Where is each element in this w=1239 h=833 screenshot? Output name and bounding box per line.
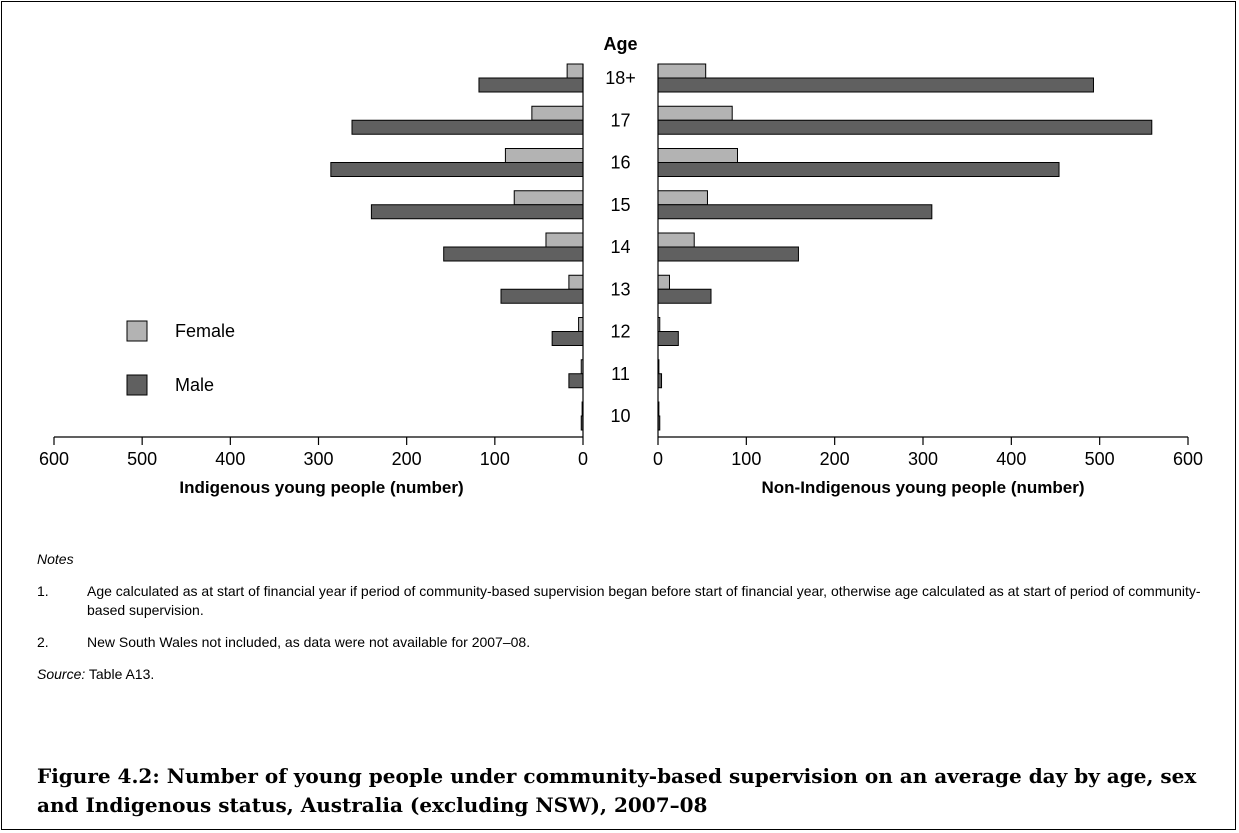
notes-section: Notes 1. Age calculated as at start of f…	[37, 550, 1217, 684]
population-pyramid-chart: 18+ 17 16 15 14 13 12 11 10 600 500 400 300 200 100 0 0 1…	[39, 34, 1203, 497]
right-axis-title: Non-Indigenous young people (number)	[762, 478, 1085, 497]
note-number: 2.	[37, 634, 49, 650]
left-tick-label: 0	[578, 449, 588, 469]
left-tick-label: 400	[215, 449, 245, 469]
notes-heading: Notes	[37, 551, 74, 567]
source-line: Source: Table A13.	[37, 665, 1217, 684]
left-tick-label: 200	[392, 449, 422, 469]
bar-indigenous-male	[568, 373, 584, 389]
left-tick-label: 100	[480, 449, 510, 469]
note-number: 1.	[37, 583, 49, 599]
right-tick-label: 100	[731, 449, 761, 469]
age-label: 13	[610, 279, 630, 299]
right-tick-label: 200	[820, 449, 850, 469]
legend-label-male: Male	[175, 375, 214, 395]
bar-nonindigenous-female	[657, 148, 738, 163]
age-label: 15	[610, 195, 630, 215]
age-label: 17	[610, 110, 630, 130]
bar-indigenous-female	[513, 190, 584, 206]
age-label: 12	[610, 322, 630, 342]
bar-indigenous-male	[351, 119, 584, 135]
bar-nonindigenous-female	[657, 63, 707, 79]
bar-indigenous-male	[370, 204, 584, 220]
bar-indigenous-female	[568, 274, 584, 290]
right-tick-label: 0	[653, 449, 663, 469]
bar-indigenous-male	[551, 331, 584, 346]
legend-swatch-male	[126, 374, 148, 396]
left-axis-title: Indigenous young people (number)	[179, 478, 463, 497]
age-label: 16	[610, 153, 630, 173]
right-tick-label: 600	[1173, 449, 1203, 469]
right-tick-label: 300	[908, 449, 938, 469]
bar-indigenous-female	[578, 317, 584, 332]
figure-caption: Figure 4.2: Number of young people under…	[37, 764, 1197, 817]
note-text: New South Wales not included, as data we…	[87, 634, 531, 650]
bar-nonindigenous-male	[657, 77, 1094, 93]
bar-nonindigenous-male	[657, 288, 712, 304]
bar-nonindigenous-female	[657, 274, 670, 290]
left-tick-label: 500	[127, 449, 157, 469]
bar-indigenous-male	[478, 77, 584, 93]
source-text: Table A13.	[85, 666, 155, 682]
bar-indigenous-female	[531, 105, 584, 121]
bar-nonindigenous-female	[657, 190, 708, 206]
note-item: 2. New South Wales not included, as data…	[37, 633, 1217, 652]
bar-indigenous-female	[566, 63, 584, 79]
note-item: 1. Age calculated as at start of financi…	[37, 582, 1217, 620]
legend-label-female: Female	[175, 321, 235, 341]
bar-nonindigenous-male	[657, 162, 1060, 177]
bar-indigenous-male	[443, 246, 584, 262]
left-tick-label: 300	[303, 449, 333, 469]
left-tick-label: 600	[39, 449, 69, 469]
bar-indigenous-male	[330, 162, 584, 177]
bar-nonindigenous-male	[657, 246, 799, 262]
age-label: 10	[610, 406, 630, 426]
bar-nonindigenous-male	[657, 204, 933, 220]
age-label: 11	[611, 364, 630, 384]
age-axis-title: Age	[603, 34, 637, 54]
bar-nonindigenous-female	[657, 105, 733, 121]
right-tick-label: 400	[996, 449, 1026, 469]
source-label: Source:	[37, 666, 86, 682]
bar-nonindigenous-male	[657, 331, 679, 346]
bar-indigenous-female	[545, 232, 584, 248]
bar-indigenous-female	[504, 148, 584, 163]
age-label: 14	[610, 237, 630, 257]
note-text: Age calculated as at start of financial …	[87, 583, 1201, 618]
legend-swatch-female	[126, 320, 148, 342]
bar-nonindigenous-female	[657, 232, 695, 248]
right-tick-label: 500	[1085, 449, 1115, 469]
bar-nonindigenous-male	[657, 119, 1153, 135]
bar-indigenous-male	[500, 288, 584, 304]
age-label: 18+	[605, 68, 636, 88]
